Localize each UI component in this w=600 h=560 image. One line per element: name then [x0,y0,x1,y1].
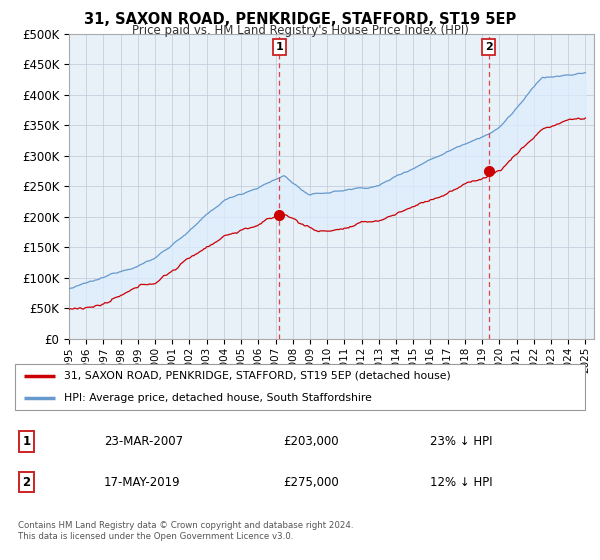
Text: 2: 2 [22,476,31,489]
Text: 1: 1 [22,435,31,448]
Text: 31, SAXON ROAD, PENKRIDGE, STAFFORD, ST19 5EP: 31, SAXON ROAD, PENKRIDGE, STAFFORD, ST1… [84,12,516,27]
Text: This data is licensed under the Open Government Licence v3.0.: This data is licensed under the Open Gov… [18,532,293,542]
Text: 23-MAR-2007: 23-MAR-2007 [104,435,183,448]
Text: 1: 1 [275,42,283,52]
FancyBboxPatch shape [15,365,584,409]
Text: Contains HM Land Registry data © Crown copyright and database right 2024.: Contains HM Land Registry data © Crown c… [18,521,353,530]
Text: 2: 2 [485,42,493,52]
Text: 31, SAXON ROAD, PENKRIDGE, STAFFORD, ST19 5EP (detached house): 31, SAXON ROAD, PENKRIDGE, STAFFORD, ST1… [64,371,451,381]
Text: 12% ↓ HPI: 12% ↓ HPI [430,476,493,489]
Text: 17-MAY-2019: 17-MAY-2019 [104,476,181,489]
Text: £275,000: £275,000 [284,476,340,489]
Text: Price paid vs. HM Land Registry's House Price Index (HPI): Price paid vs. HM Land Registry's House … [131,24,469,36]
Text: 23% ↓ HPI: 23% ↓ HPI [430,435,493,448]
Text: HPI: Average price, detached house, South Staffordshire: HPI: Average price, detached house, Sout… [64,393,372,403]
Text: £203,000: £203,000 [284,435,340,448]
